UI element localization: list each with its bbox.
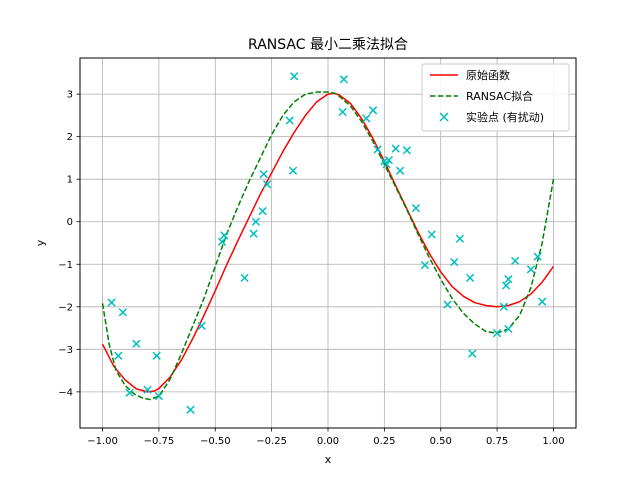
data-point	[107, 298, 116, 307]
data-point	[118, 308, 127, 317]
data-point	[501, 281, 511, 290]
y-tick-label: 0	[67, 217, 73, 228]
data-point	[186, 405, 195, 414]
y-tick-label: 3	[67, 90, 73, 101]
y-tick-label: −1	[58, 260, 73, 271]
data-point	[450, 258, 459, 267]
data-point	[220, 231, 229, 240]
data-point	[384, 155, 394, 165]
series-points	[107, 72, 547, 414]
plot-content	[101, 72, 555, 414]
data-point	[382, 160, 391, 169]
data-point	[249, 229, 258, 238]
data-point	[154, 391, 164, 401]
legend-marker-points	[439, 112, 449, 122]
legend-label-ransac: RANSAC拟合	[466, 89, 533, 103]
data-point	[217, 237, 227, 246]
data-point	[259, 169, 268, 179]
x-tick-label: 0.25	[373, 436, 395, 447]
legend: 原始函数 RANSAC拟合 实验点 (有扰动)	[421, 63, 570, 132]
x-tick-label: −1.00	[87, 436, 118, 447]
data-point	[143, 385, 152, 394]
x-tick-label: −0.75	[144, 436, 175, 447]
x-tick-label: 0.00	[317, 436, 339, 447]
y-axis-label: y	[34, 239, 47, 246]
data-point	[402, 146, 412, 155]
data-point	[533, 252, 542, 261]
legend-label-original: 原始函数	[466, 68, 510, 82]
data-point	[125, 388, 134, 397]
x-tick-label: −0.25	[256, 436, 287, 447]
data-point	[132, 339, 141, 348]
data-point	[492, 329, 502, 338]
data-point	[240, 273, 249, 283]
data-point	[362, 114, 371, 123]
x-axis-label: x	[325, 453, 332, 466]
data-point	[526, 265, 536, 274]
y-tick-label: 2	[67, 132, 73, 143]
data-point	[468, 349, 477, 358]
x-tick-label: 0.50	[430, 436, 452, 447]
data-point	[373, 145, 382, 154]
data-point	[465, 273, 475, 283]
legend-label-points: 实验点 (有扰动)	[466, 110, 544, 124]
data-point	[338, 107, 347, 117]
legend-box	[421, 63, 570, 132]
x-axis: −1.00 −0.75 −0.50 −0.25 0.00 0.25 0.50 0.75 1.00	[87, 428, 565, 447]
data-point	[411, 203, 421, 213]
y-tick-label: −2	[58, 302, 73, 313]
data-point	[391, 144, 400, 153]
y-tick-label: −3	[58, 345, 73, 356]
data-point	[420, 260, 430, 270]
data-point	[510, 256, 520, 265]
data-point	[197, 321, 206, 331]
data-point	[443, 300, 452, 309]
data-point	[258, 206, 267, 216]
y-tick-label: 1	[67, 175, 73, 186]
data-point	[427, 230, 436, 239]
y-tick-label: −4	[58, 387, 73, 398]
data-point	[504, 324, 513, 334]
data-point	[114, 351, 123, 360]
x-tick-label: 1.00	[542, 436, 564, 447]
data-point	[499, 302, 508, 311]
y-axis: −4 −3 −2 −1 0 1 2 3	[58, 90, 80, 398]
data-point	[538, 297, 547, 306]
data-point	[339, 75, 348, 84]
chart-title: RANSAC 最小二乘法拟合	[248, 37, 408, 53]
data-point	[262, 180, 272, 189]
data-point	[368, 106, 378, 115]
data-point	[251, 217, 260, 226]
data-point	[504, 275, 513, 284]
series-line-original	[101, 92, 555, 393]
x-tick-label: −0.50	[200, 436, 231, 447]
data-point	[285, 116, 294, 125]
x-tick-label: 0.75	[486, 436, 508, 447]
data-point	[455, 234, 465, 243]
data-point	[288, 166, 298, 175]
data-point	[396, 166, 405, 175]
data-point	[290, 72, 299, 81]
data-point	[152, 351, 161, 360]
